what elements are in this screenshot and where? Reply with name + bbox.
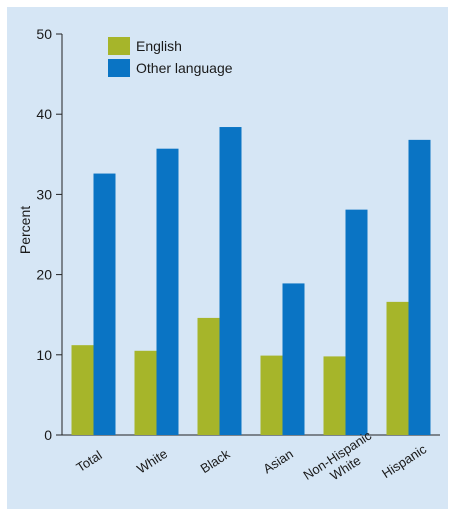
bar-other-language [219, 127, 242, 436]
legend-swatch [108, 37, 130, 55]
y-tick-label: 50 [36, 26, 52, 42]
y-axis-label: Percent [17, 206, 33, 254]
bar-english [323, 356, 346, 435]
legend-swatch [108, 59, 130, 77]
y-tick-label: 30 [36, 186, 52, 202]
y-tick-label: 20 [36, 267, 52, 283]
bar-other-language [282, 283, 305, 435]
x-tick-label: Hispanic [379, 441, 429, 481]
y-tick-label: 0 [44, 427, 52, 443]
x-tick-label: Asian [260, 446, 295, 476]
x-tick-label: Black [198, 446, 233, 476]
x-tick-label: White [134, 446, 170, 477]
bar-english [71, 345, 94, 435]
bar-other-language [345, 209, 368, 435]
bar-other-language [156, 148, 179, 435]
bar-english [134, 350, 157, 435]
x-tick-label: Total [73, 447, 104, 475]
x-tick-label: Non-HispanicWhite [300, 428, 382, 496]
y-tick-label: 40 [36, 106, 52, 122]
bar-english [260, 355, 283, 435]
legend-label: Other language [136, 60, 233, 76]
bar-other-language [93, 173, 116, 435]
bar-other-language [408, 139, 431, 435]
legend-label: English [136, 38, 182, 54]
bar-english [386, 301, 409, 435]
bar-english [197, 317, 220, 435]
y-tick-label: 10 [36, 347, 52, 363]
